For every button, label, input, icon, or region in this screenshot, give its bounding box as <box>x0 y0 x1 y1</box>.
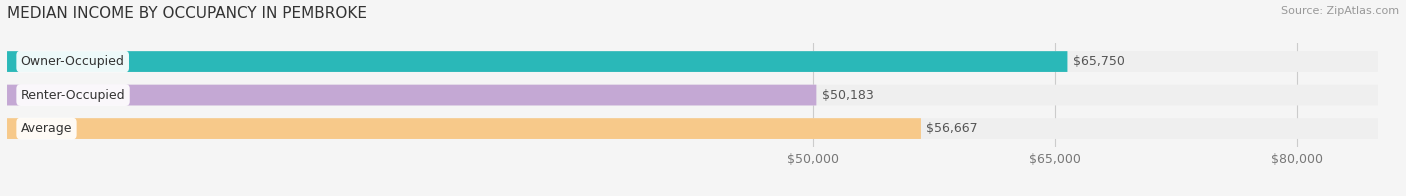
Text: $65,750: $65,750 <box>1073 55 1125 68</box>
FancyBboxPatch shape <box>7 85 817 105</box>
Text: Source: ZipAtlas.com: Source: ZipAtlas.com <box>1281 6 1399 16</box>
Text: MEDIAN INCOME BY OCCUPANCY IN PEMBROKE: MEDIAN INCOME BY OCCUPANCY IN PEMBROKE <box>7 6 367 21</box>
FancyBboxPatch shape <box>7 51 1067 72</box>
Text: $50,183: $50,183 <box>823 89 873 102</box>
Text: Owner-Occupied: Owner-Occupied <box>21 55 125 68</box>
Text: Renter-Occupied: Renter-Occupied <box>21 89 125 102</box>
FancyBboxPatch shape <box>7 51 1378 72</box>
Text: $56,667: $56,667 <box>927 122 979 135</box>
FancyBboxPatch shape <box>7 85 1378 105</box>
Text: Average: Average <box>21 122 72 135</box>
FancyBboxPatch shape <box>7 118 921 139</box>
FancyBboxPatch shape <box>7 118 1378 139</box>
